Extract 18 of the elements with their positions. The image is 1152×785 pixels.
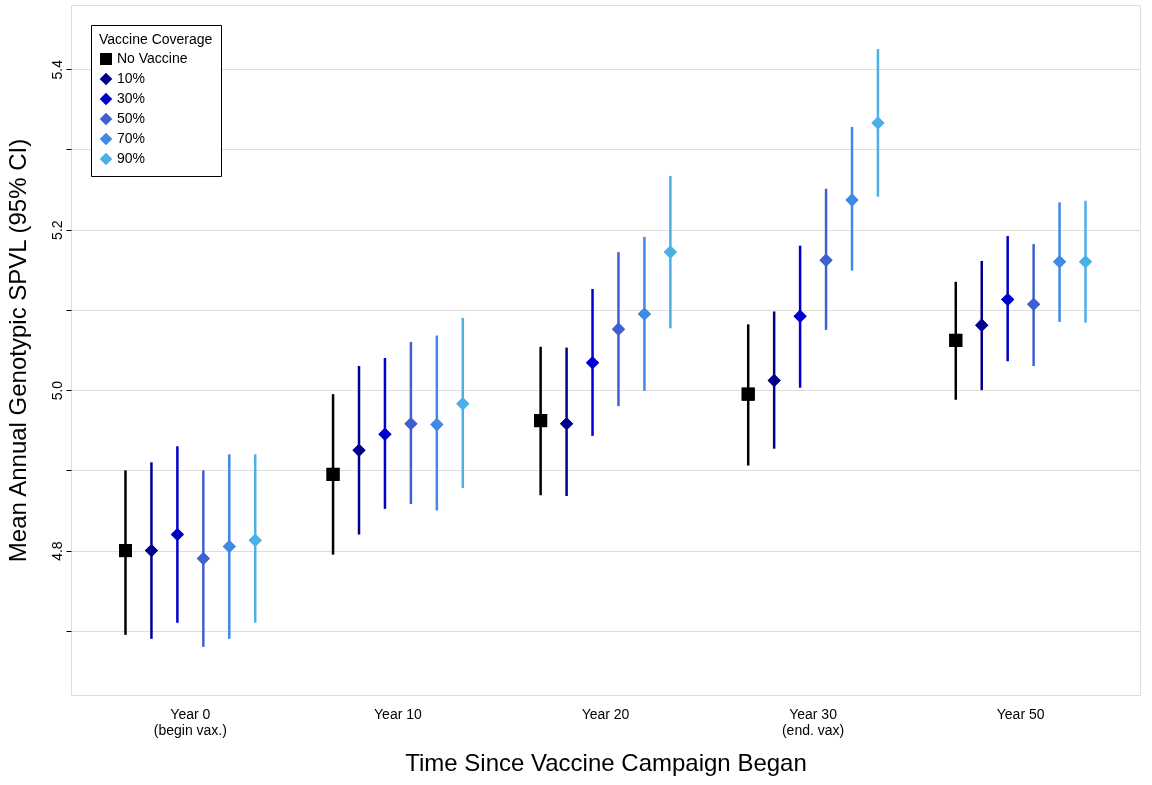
- legend-label: 70%: [117, 130, 146, 146]
- y-tick-label: 5.2: [48, 220, 65, 240]
- x-tick-label: Year 0 (begin vax.): [153, 705, 227, 738]
- legend-label: 90%: [117, 150, 146, 166]
- x-tick-label: Year 10: [374, 705, 423, 722]
- y-axis-title: Mean Annual Genotypic SPVL (95% CI): [3, 138, 31, 563]
- x-tick-label: Year 20: [581, 705, 630, 722]
- y-tick-label: 4.8: [48, 541, 65, 561]
- y-tick-label: 5.0: [48, 380, 65, 401]
- legend-label: 50%: [117, 110, 146, 126]
- x-axis-title: Time Since Vaccine Campaign Began: [405, 748, 807, 776]
- legend-label: No Vaccine: [117, 50, 188, 66]
- legend-title: Vaccine Coverage: [99, 31, 213, 47]
- legend-label: 10%: [117, 70, 146, 86]
- x-tick-label: Year 30 (end. vax): [781, 705, 845, 738]
- legend-label: 30%: [117, 90, 146, 106]
- y-tick-label: 5.4: [48, 59, 65, 80]
- x-tick-label: Year 50: [996, 705, 1045, 722]
